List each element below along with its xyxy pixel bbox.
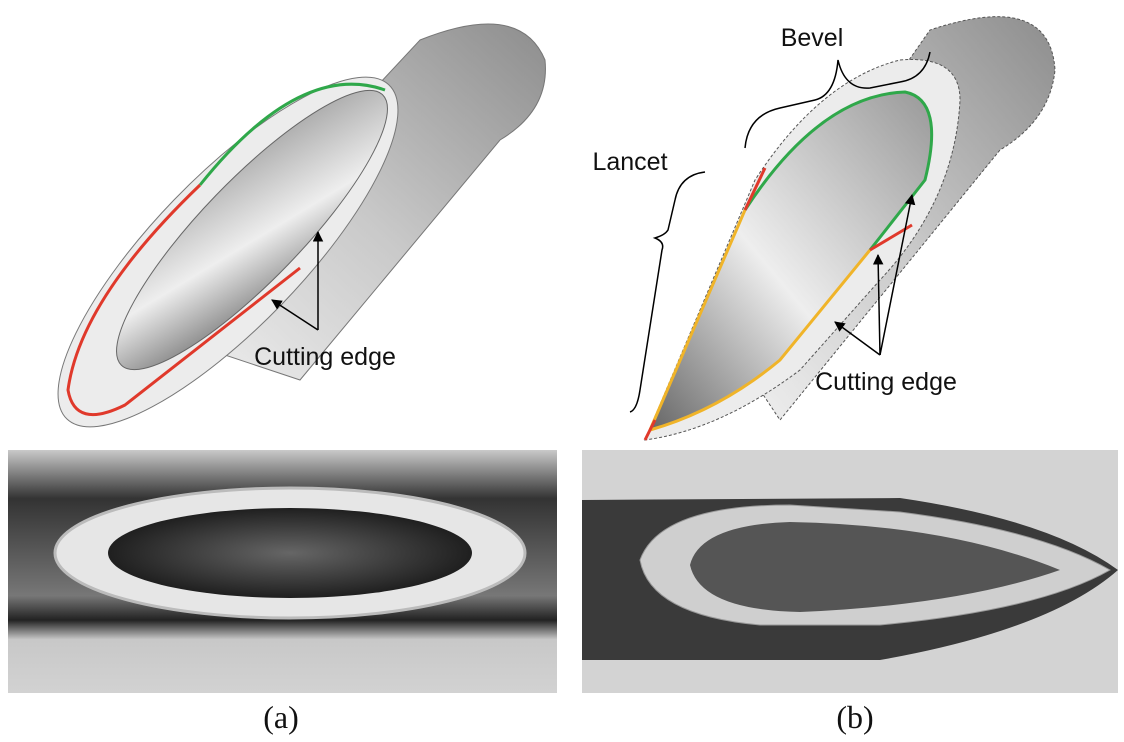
panel-label: (b) [836, 699, 873, 735]
annotation: Lancet [592, 148, 667, 176]
needle-b: Bevel Lancet Cutting edge [592, 17, 1055, 440]
annotation: Bevel [781, 24, 844, 52]
panel-label: (a) [263, 699, 299, 735]
photo-a [8, 450, 557, 693]
bore [108, 508, 472, 598]
needle-a: Cutting edge [13, 24, 546, 471]
annotation: Cutting edge [254, 343, 396, 371]
figure: Cutting edge Bevel Lancet Cutting edge (… [0, 0, 1124, 742]
annotation: Cutting edge [815, 368, 957, 396]
photo-b [582, 450, 1118, 693]
